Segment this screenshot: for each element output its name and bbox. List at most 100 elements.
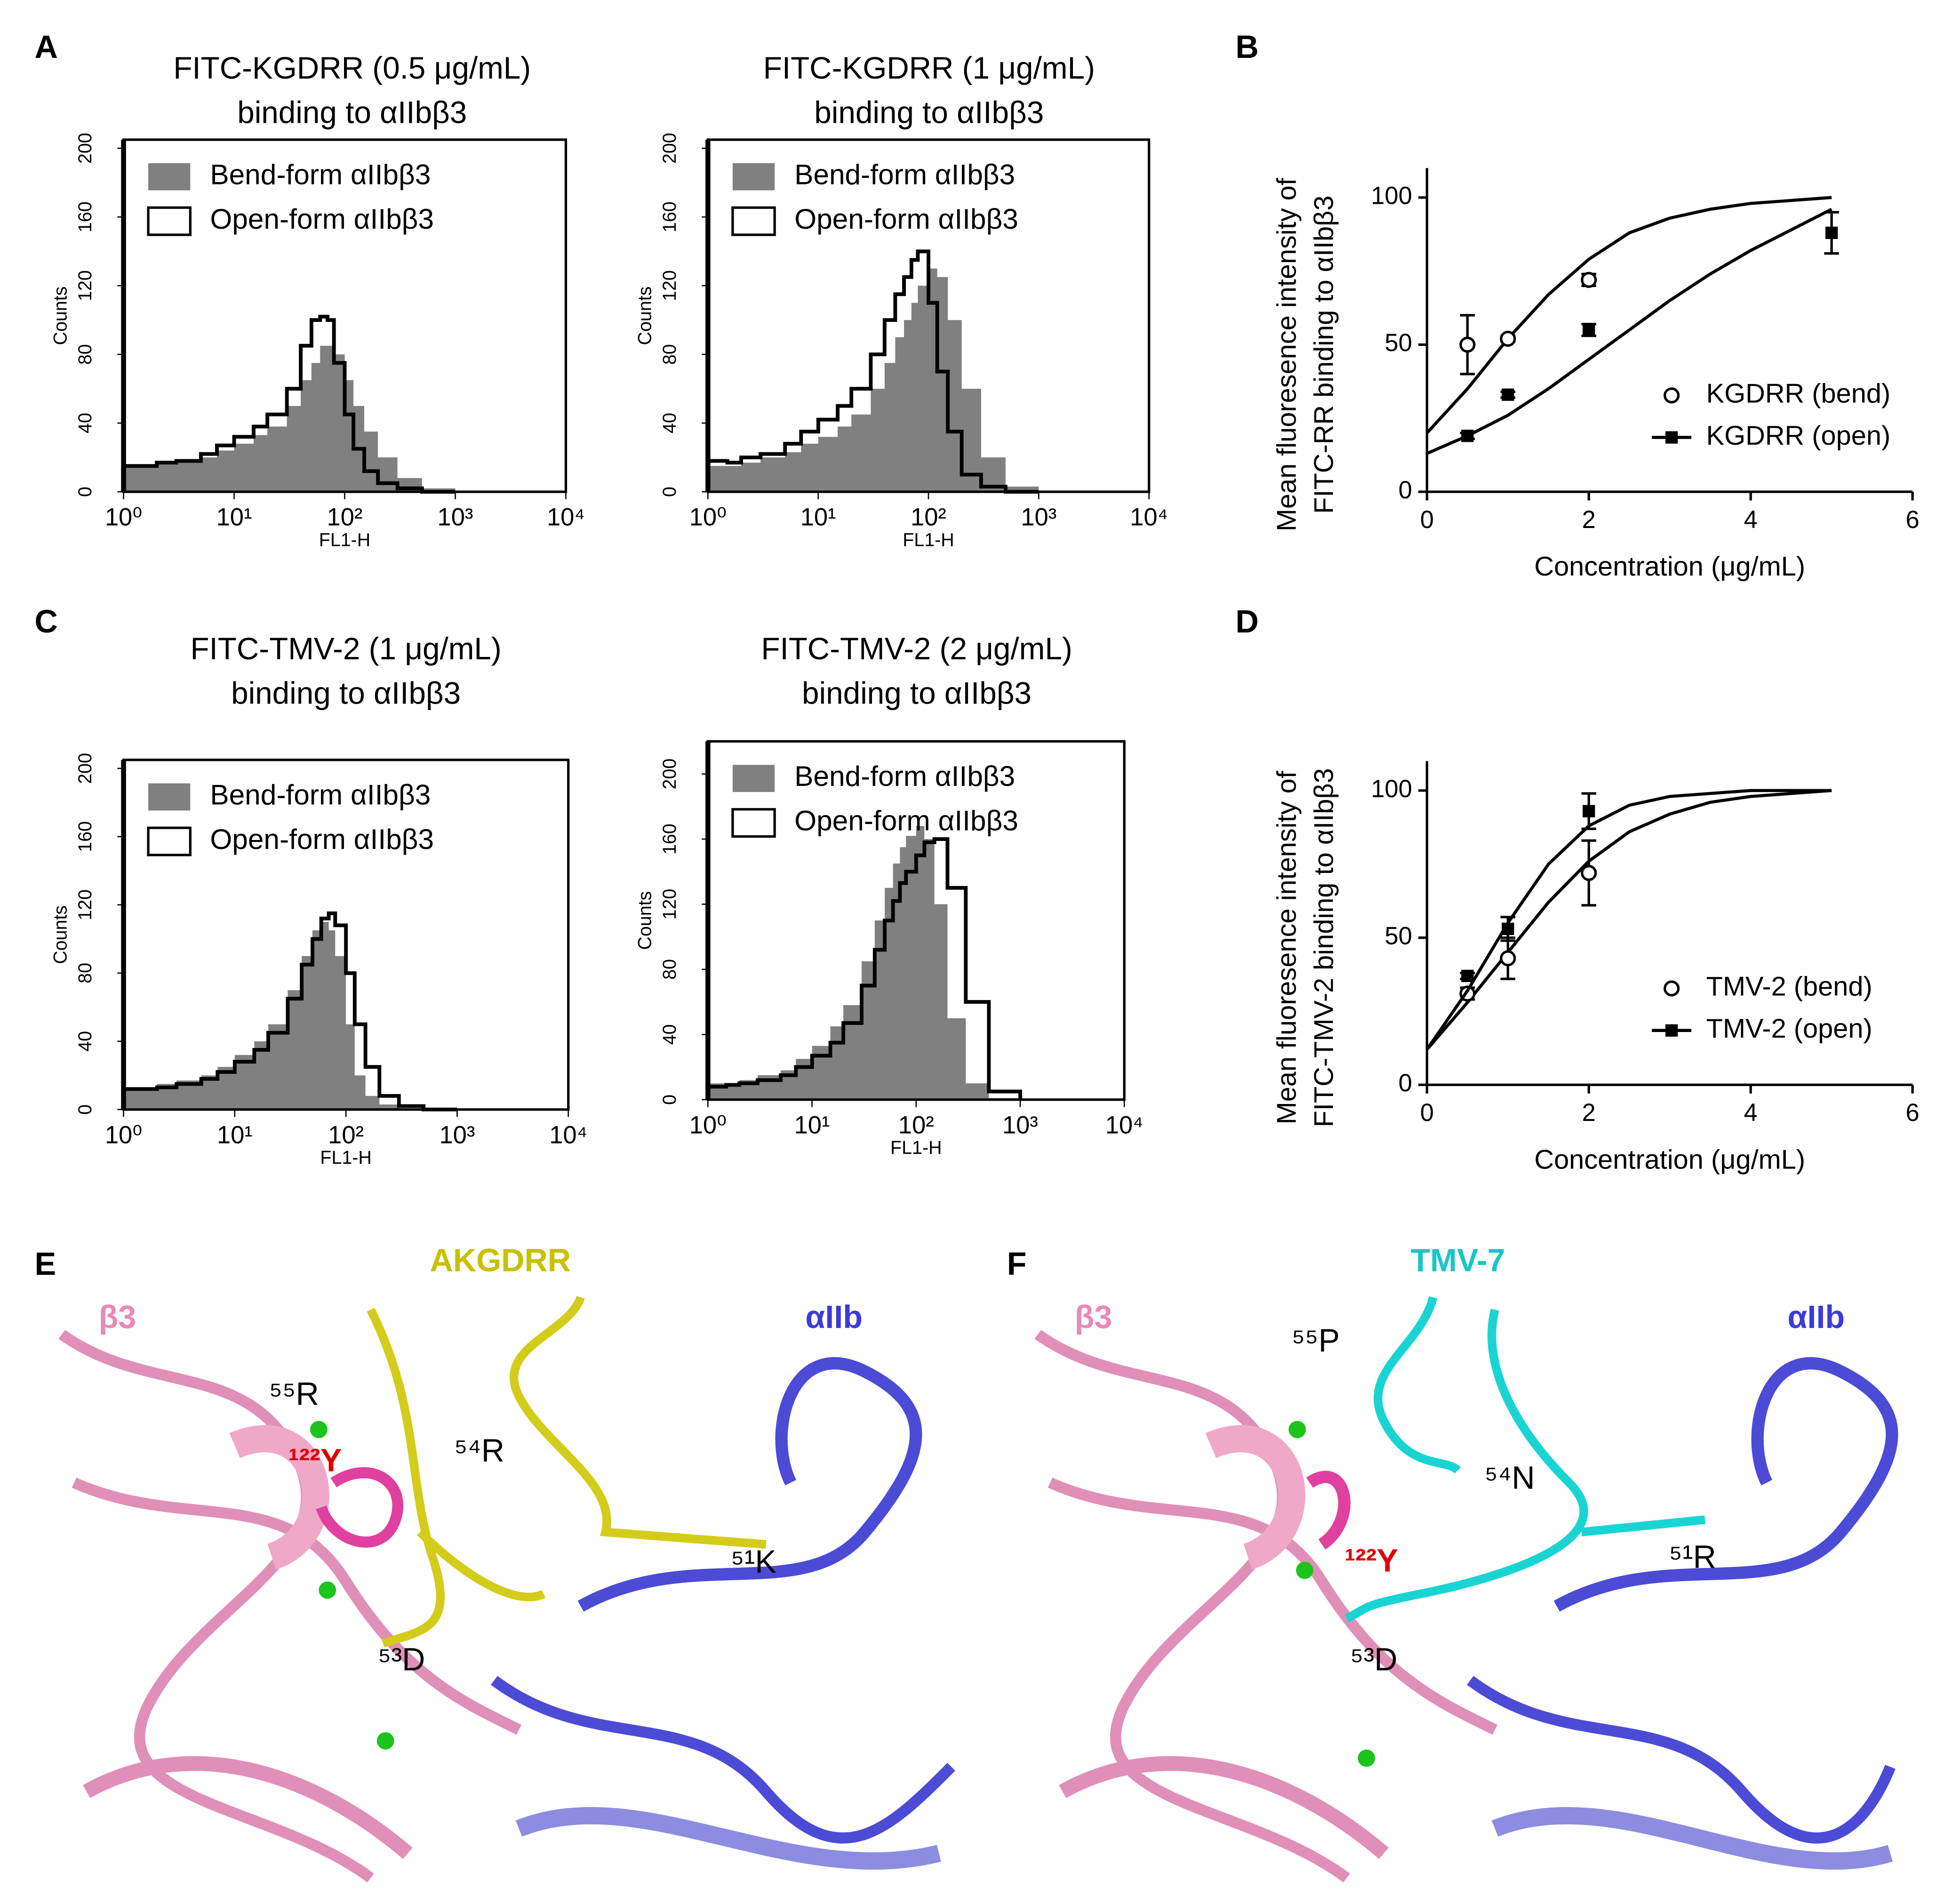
y-tick-label: 160	[75, 201, 96, 232]
x-tick-label: 10²	[898, 1111, 934, 1139]
x-tick-label: 10⁴	[549, 1121, 587, 1149]
x-axis-label: Concentration (μg/mL)	[1534, 1144, 1805, 1175]
legend-label: Bend-form αIIbβ3	[210, 778, 431, 810]
x-tick-label: 10¹	[217, 1121, 253, 1149]
x-axis-label: FL1-H	[320, 1147, 371, 1168]
x-axis-label: Concentration (μg/mL)	[1534, 552, 1805, 582]
y-tick-label: 200	[75, 753, 96, 784]
data-point	[1581, 272, 1597, 288]
y-tick-label: 40	[75, 413, 96, 433]
panel-label: F	[1007, 1246, 1027, 1282]
legend-swatch	[148, 163, 191, 191]
x-tick-label: 10²	[911, 504, 946, 531]
histogram-area	[708, 268, 1039, 492]
panel-label: A	[35, 29, 58, 65]
legend-marker	[1665, 431, 1678, 444]
y-tick-label: 100	[1371, 182, 1412, 210]
y-tick-label: 100	[1371, 775, 1412, 803]
legend-label: TMV-2 (open)	[1706, 1014, 1872, 1044]
residue-label: ⁵¹R	[1669, 1539, 1716, 1575]
x-tick-label: 10¹	[794, 1111, 830, 1139]
y-tick-label: 120	[659, 889, 680, 920]
y-axis-label: FITC-TMV-2 binding to αIIbβ3	[1309, 768, 1339, 1127]
residue-label: ¹²²Y	[288, 1443, 342, 1479]
structure-e	[56, 1291, 964, 1890]
y-tick-label: 120	[75, 889, 96, 920]
chart-title: FITC-KGDRR (1 μg/mL)	[763, 51, 1095, 85]
legend-label: TMV-2 (bend)	[1706, 972, 1872, 1002]
y-tick-label: 0	[659, 1095, 680, 1105]
x-tick-label: 10⁴	[1130, 504, 1168, 531]
x-tick-label: 6	[1906, 1099, 1920, 1127]
x-tick-label: 10²	[328, 1121, 364, 1149]
legend-label: Bend-form αIIbβ3	[794, 760, 1015, 792]
y-axis-label: Counts	[50, 287, 71, 345]
y-tick-label: 160	[75, 821, 96, 852]
data-point	[1825, 226, 1838, 239]
chart-title: FITC-KGDRR (0.5 μg/mL)	[173, 51, 531, 85]
x-tick-label: 0	[1420, 506, 1434, 534]
y-tick-label: 50	[1384, 922, 1412, 950]
x-tick-label: 10⁴	[1105, 1111, 1144, 1139]
legend-label: Open-form αIIbβ3	[794, 203, 1018, 235]
x-tick-label: 4	[1744, 1099, 1758, 1127]
y-tick-label: 160	[659, 824, 680, 855]
chart-title: FITC-TMV-2 (2 μg/mL)	[761, 632, 1072, 666]
x-tick-label: 10⁰	[105, 1121, 142, 1149]
data-point	[1502, 388, 1514, 401]
y-axis-label: Counts	[634, 287, 655, 345]
data-point	[1459, 336, 1476, 353]
residue-label: ⁵¹K	[731, 1544, 776, 1580]
x-tick-label: 6	[1906, 506, 1920, 534]
data-point	[1461, 969, 1474, 982]
y-axis-label: FITC-RR binding to αIIbβ3	[1309, 195, 1339, 513]
y-tick-label: 200	[659, 759, 680, 790]
data-point	[1461, 430, 1474, 442]
legend-swatch	[732, 163, 775, 191]
data-point	[1583, 805, 1595, 817]
x-axis-label: FL1-H	[319, 529, 370, 550]
y-tick-label: 120	[75, 270, 96, 301]
y-tick-label: 80	[659, 959, 680, 980]
chart-title: FITC-TMV-2 (1 μg/mL)	[190, 632, 501, 666]
x-tick-label: 10³	[438, 504, 473, 531]
y-tick-label: 0	[1399, 476, 1412, 504]
x-tick-label: 2	[1582, 506, 1596, 534]
x-tick-label: 10⁴	[547, 504, 585, 531]
chain-label: β3	[1075, 1299, 1112, 1335]
x-tick-label: 10³	[1002, 1111, 1038, 1139]
chart-subtitle: binding to αIIbβ3	[814, 96, 1044, 130]
y-axis-label: Mean fluoresence intensity of	[1272, 177, 1302, 531]
legend-label: Open-form αIIbβ3	[210, 823, 434, 855]
legend-swatch	[731, 808, 776, 838]
fit-curve	[1425, 196, 1832, 434]
fit-curve	[1425, 789, 1832, 1051]
data-point	[1581, 864, 1597, 881]
histogram-line	[123, 911, 457, 1112]
y-tick-label: 0	[1399, 1069, 1412, 1097]
residue-label: ⁵⁵P	[1292, 1323, 1340, 1359]
y-tick-label: 120	[659, 270, 680, 301]
legend-swatch	[148, 783, 191, 811]
y-axis-label: Counts	[634, 891, 655, 950]
legend-swatch	[147, 826, 192, 856]
x-tick-label: 4	[1744, 506, 1758, 534]
panel-label: C	[35, 604, 58, 640]
legend-marker	[1664, 387, 1680, 404]
chart-subtitle: binding to αIIbβ3	[237, 96, 467, 130]
legend-label: Bend-form αIIbβ3	[794, 159, 1015, 191]
chart-subtitle: binding to αIIbβ3	[231, 676, 461, 711]
x-axis-label: FL1-H	[890, 1137, 942, 1158]
y-tick-label: 0	[75, 1104, 96, 1115]
residue-label: ⁵⁴R	[454, 1433, 504, 1469]
chain-label: αIIb	[1788, 1299, 1845, 1335]
x-tick-label: 10⁰	[105, 504, 142, 531]
x-tick-label: 2	[1582, 1099, 1596, 1127]
panel-label: D	[1235, 604, 1258, 640]
legend-label: Open-form αIIbβ3	[210, 203, 434, 235]
histogram-line	[708, 249, 1039, 494]
x-tick-label: 10³	[1021, 504, 1056, 531]
y-tick-label: 40	[75, 1031, 96, 1052]
y-tick-label: 40	[659, 1024, 680, 1045]
